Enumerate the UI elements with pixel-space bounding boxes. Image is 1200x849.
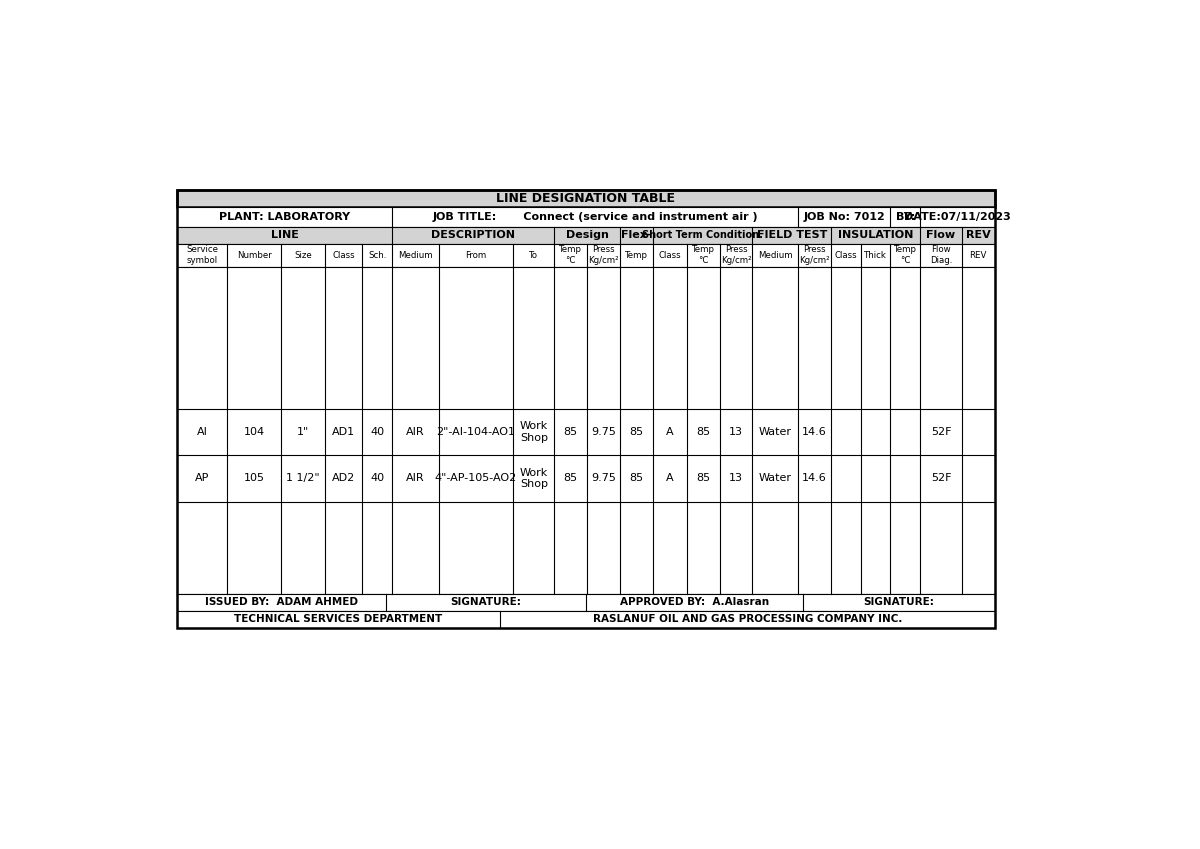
Text: Water: Water — [758, 427, 792, 437]
Text: 105: 105 — [244, 474, 265, 483]
Text: Class: Class — [834, 250, 857, 260]
Text: REV: REV — [966, 230, 991, 240]
Bar — [178, 610, 995, 627]
Text: 85: 85 — [696, 474, 710, 483]
Text: Medium: Medium — [758, 250, 793, 260]
Text: From: From — [466, 250, 487, 260]
Text: 85: 85 — [630, 474, 643, 483]
Text: 85: 85 — [564, 474, 577, 483]
Text: AIR: AIR — [406, 474, 425, 483]
Text: 9.75: 9.75 — [592, 427, 616, 437]
Text: 2"-AI-104-AO1: 2"-AI-104-AO1 — [437, 427, 516, 437]
Bar — [178, 244, 995, 267]
Bar — [178, 190, 995, 627]
Text: Medium: Medium — [398, 250, 433, 260]
Text: REV: REV — [970, 250, 986, 260]
Text: AP: AP — [194, 474, 209, 483]
Text: AI: AI — [197, 427, 208, 437]
Text: 1 1/2": 1 1/2" — [287, 474, 320, 483]
Text: Class: Class — [332, 250, 355, 260]
Text: Short Term Condition.: Short Term Condition. — [642, 230, 763, 240]
Text: JOB TITLE:       Connect (service and instrument air ): JOB TITLE: Connect (service and instrume… — [432, 212, 758, 222]
Text: Water: Water — [758, 474, 792, 483]
Bar — [178, 594, 995, 610]
Text: Number: Number — [236, 250, 271, 260]
Text: RASLANUF OIL AND GAS PROCESSING COMPANY INC.: RASLANUF OIL AND GAS PROCESSING COMPANY … — [593, 615, 902, 624]
Text: 85: 85 — [630, 427, 643, 437]
Text: 40: 40 — [371, 474, 384, 483]
Text: FIELD TEST: FIELD TEST — [756, 230, 827, 240]
Text: Press
Kg/cm²: Press Kg/cm² — [588, 245, 619, 265]
Text: Design: Design — [565, 230, 608, 240]
Text: ISSUED BY:  ADAM AHMED: ISSUED BY: ADAM AHMED — [205, 598, 358, 607]
Text: 13: 13 — [728, 427, 743, 437]
Text: AIR: AIR — [406, 427, 425, 437]
Text: Press
Kg/cm²: Press Kg/cm² — [799, 245, 830, 265]
Text: Flex-: Flex- — [622, 230, 652, 240]
Text: Size: Size — [294, 250, 312, 260]
Text: APPROVED BY:  A.Alasran: APPROVED BY: A.Alasran — [619, 598, 769, 607]
Text: INSULATION: INSULATION — [838, 230, 913, 240]
Text: Press
Kg/cm²: Press Kg/cm² — [721, 245, 751, 265]
Text: 85: 85 — [696, 427, 710, 437]
Text: Temp
°C: Temp °C — [691, 245, 714, 265]
Text: Temp
°C: Temp °C — [894, 245, 917, 265]
Text: DATE:07/11/2023: DATE:07/11/2023 — [904, 212, 1010, 222]
Text: 9.75: 9.75 — [592, 474, 616, 483]
Text: 52F: 52F — [931, 427, 952, 437]
Text: Class: Class — [659, 250, 682, 260]
Text: A: A — [666, 427, 673, 437]
Text: Work
Shop: Work Shop — [520, 468, 548, 489]
Text: Flow
Diag.: Flow Diag. — [930, 245, 952, 265]
Text: A: A — [666, 474, 673, 483]
Text: SIGNATURE:: SIGNATURE: — [863, 598, 934, 607]
Text: JOB No: 7012: JOB No: 7012 — [804, 212, 886, 222]
Bar — [178, 190, 995, 207]
Text: 4"-AP-105-AO2: 4"-AP-105-AO2 — [434, 474, 517, 483]
Text: AD1: AD1 — [332, 427, 355, 437]
Text: To: To — [529, 250, 539, 260]
Text: Work
Shop: Work Shop — [520, 421, 548, 443]
Text: PLANT: LABORATORY: PLANT: LABORATORY — [220, 212, 350, 222]
Text: TECHNICAL SERVICES DEPARTMENT: TECHNICAL SERVICES DEPARTMENT — [234, 615, 443, 624]
Text: Service
symbol: Service symbol — [186, 245, 218, 265]
Text: Temp
°C: Temp °C — [559, 245, 582, 265]
Text: BY:: BY: — [895, 212, 914, 222]
Text: 14.6: 14.6 — [803, 427, 827, 437]
Text: Flow: Flow — [926, 230, 955, 240]
Text: DESCRIPTION: DESCRIPTION — [431, 230, 515, 240]
Text: LINE DESIGNATION TABLE: LINE DESIGNATION TABLE — [497, 193, 676, 205]
Bar — [178, 267, 995, 594]
Text: 1": 1" — [296, 427, 310, 437]
Bar — [178, 207, 995, 227]
Text: LINE: LINE — [271, 230, 299, 240]
Text: Sch.: Sch. — [368, 250, 386, 260]
Text: 13: 13 — [728, 474, 743, 483]
Text: 52F: 52F — [931, 474, 952, 483]
Text: AD2: AD2 — [332, 474, 355, 483]
Text: 40: 40 — [371, 427, 384, 437]
Bar — [178, 227, 995, 244]
Text: 104: 104 — [244, 427, 265, 437]
Text: SIGNATURE:: SIGNATURE: — [450, 598, 521, 607]
Text: 85: 85 — [564, 427, 577, 437]
Text: 14.6: 14.6 — [803, 474, 827, 483]
Text: Thick: Thick — [864, 250, 887, 260]
Text: Temp: Temp — [625, 250, 648, 260]
